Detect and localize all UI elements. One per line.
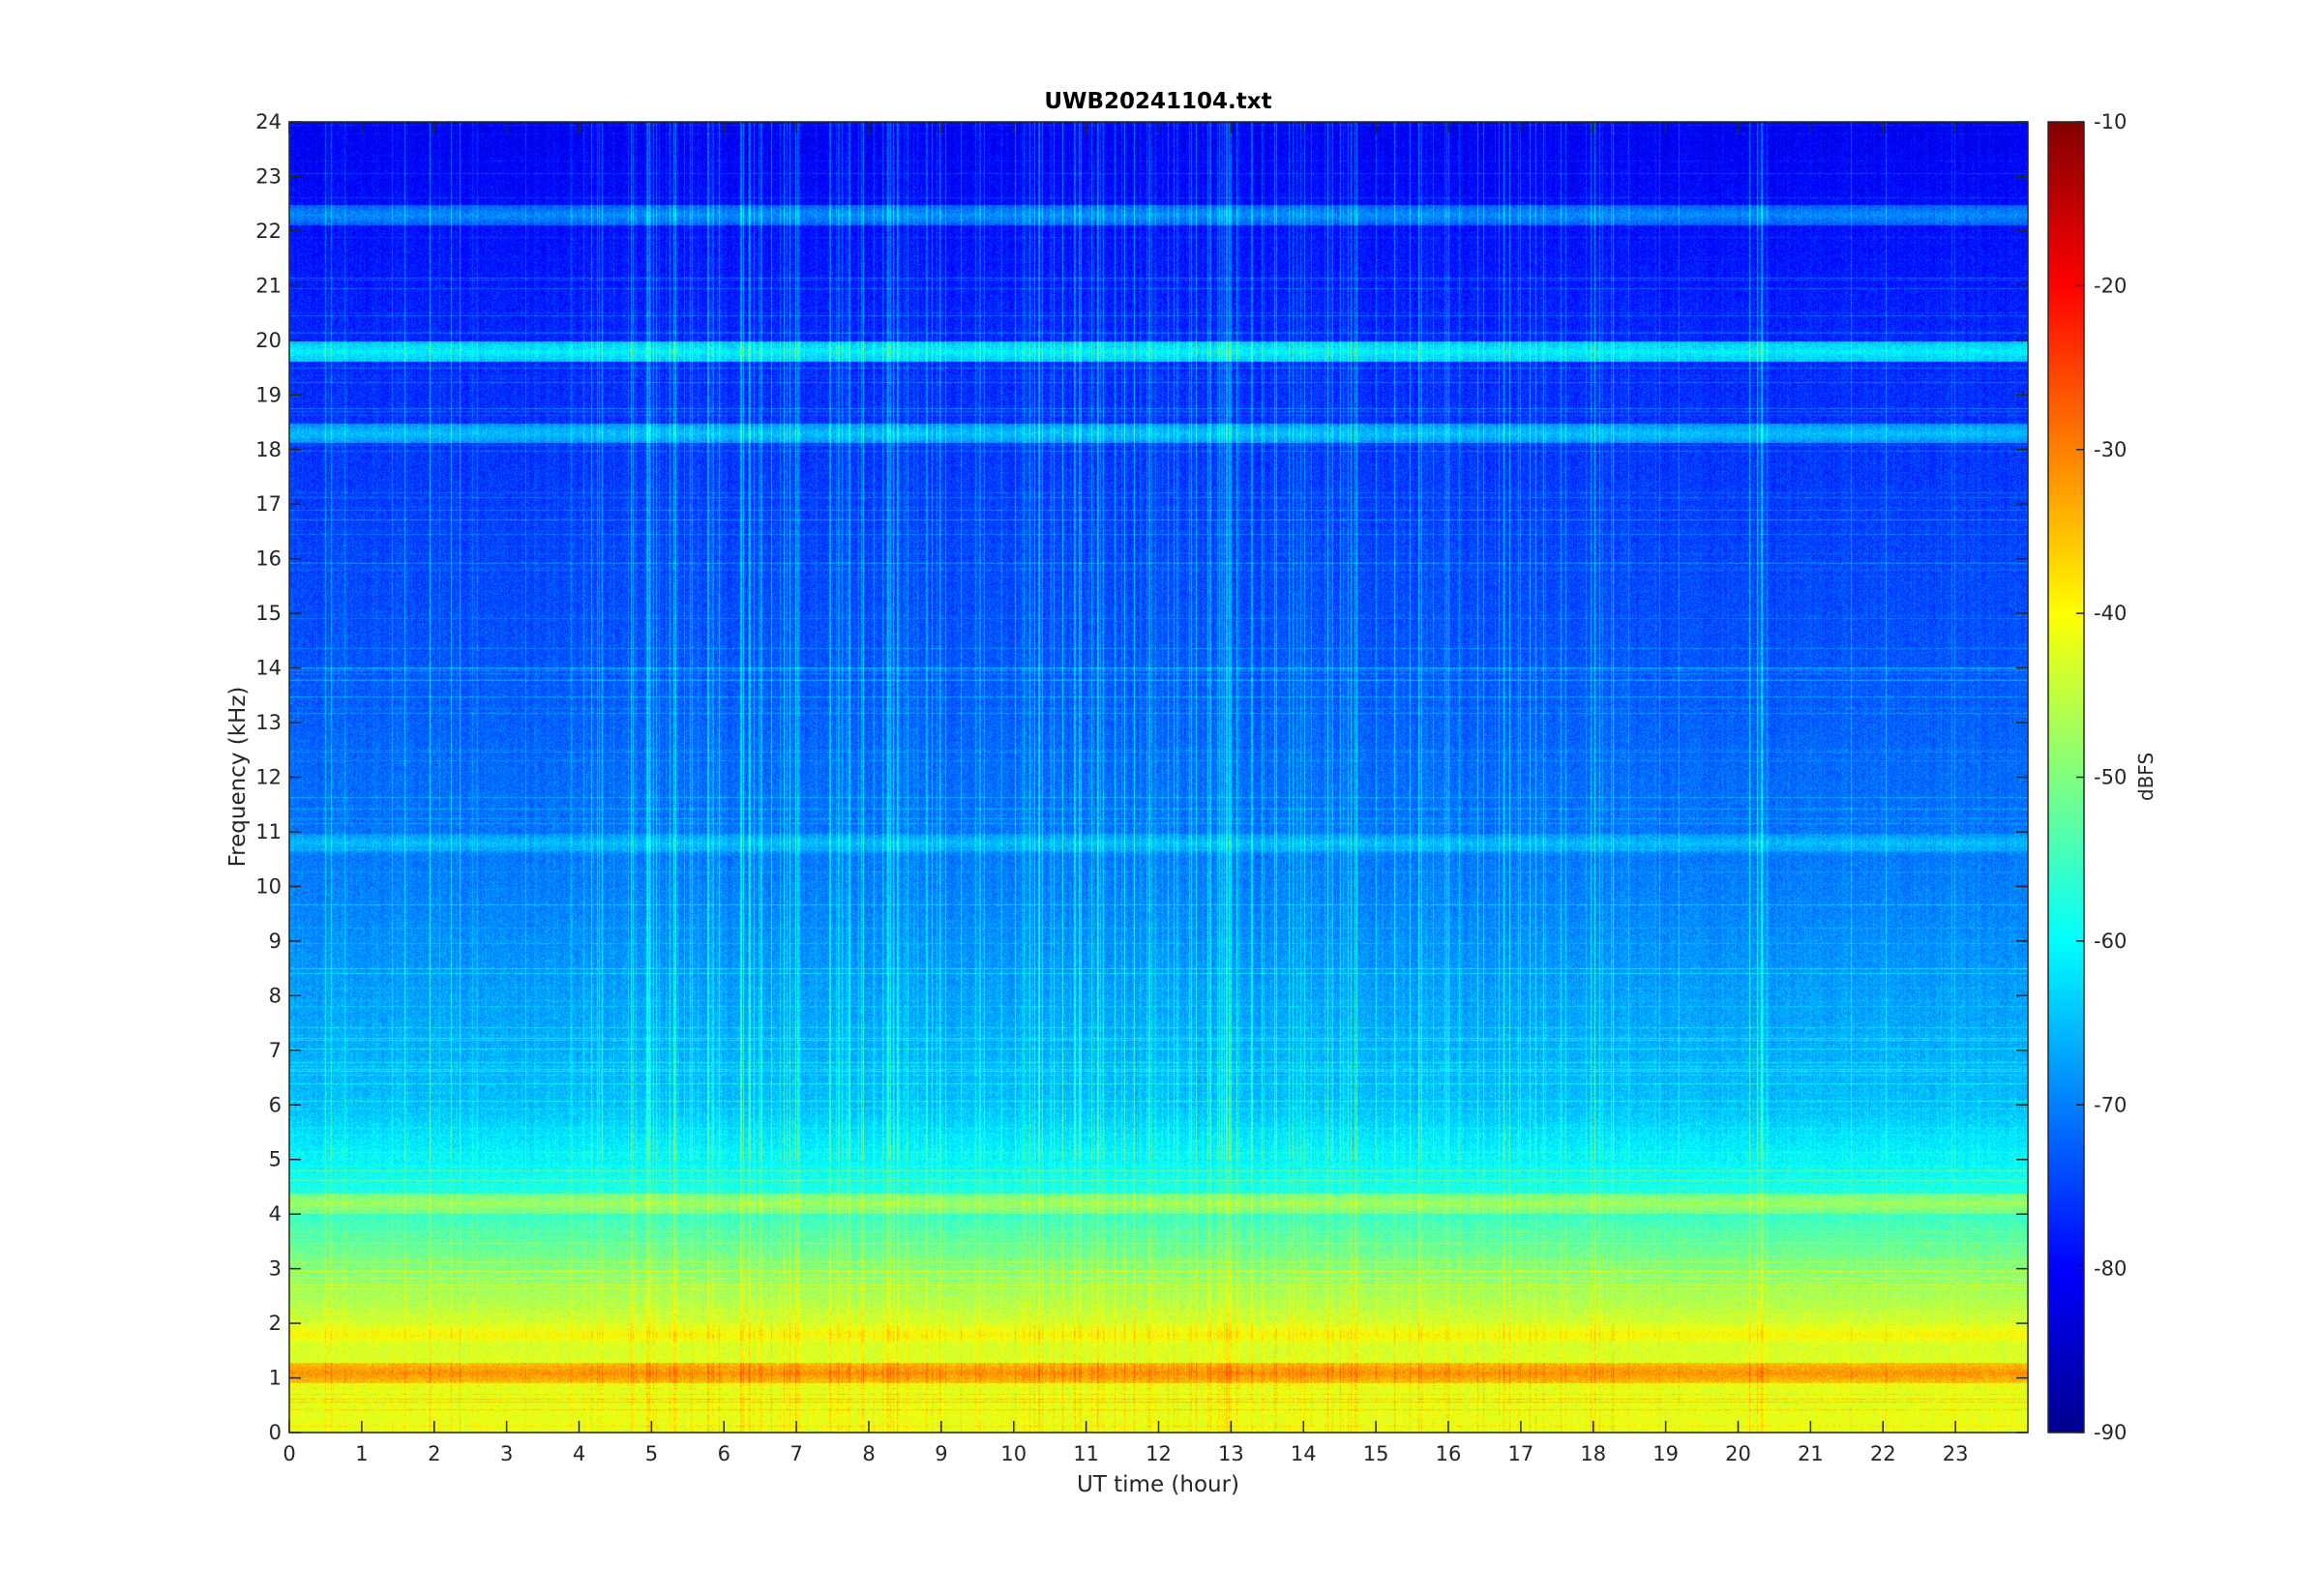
y-tick-label: 2 [269, 1312, 282, 1335]
colorbar-tick-label: -20 [2094, 274, 2127, 297]
y-tick-label: 13 [255, 711, 282, 734]
x-tick-label: 4 [573, 1442, 585, 1465]
y-tick-label: 10 [255, 874, 282, 898]
x-axis: 0 1 2 3 4 5 6 7 8 9 10 11 12 13 14 15 16 17 18 19 20 21 22 23 [283, 122, 1968, 1465]
y-tick-label: 3 [269, 1257, 282, 1281]
y-tick-label: 21 [255, 274, 282, 297]
y-tick-label: 24 [255, 110, 282, 133]
x-tick-label: 8 [862, 1442, 875, 1465]
x-tick-label: 15 [1363, 1442, 1389, 1465]
y-tick-label: 4 [269, 1202, 282, 1226]
y-tick-label: 20 [255, 329, 282, 352]
colorbar-tick-label: -90 [2094, 1421, 2127, 1444]
y-tick-label: 17 [255, 492, 282, 516]
y-tick-label: 15 [255, 602, 282, 625]
x-tick-label: 5 [645, 1442, 658, 1465]
x-tick-label: 12 [1146, 1442, 1172, 1465]
y-tick-label: 1 [269, 1367, 282, 1390]
colorbar-tick-label: -30 [2094, 438, 2127, 461]
colorbar-label: dBFS [2134, 753, 2158, 801]
colorbar-tick-label: -70 [2094, 1093, 2127, 1116]
y-tick-label: 18 [255, 438, 282, 461]
x-tick-label: 20 [1725, 1442, 1751, 1465]
x-tick-label: 0 [283, 1442, 295, 1465]
x-tick-label: 18 [1580, 1442, 1606, 1465]
x-tick-label: 23 [1943, 1442, 1969, 1465]
colorbar-ticks: -90 -80 -70 -60 -50 -40 -30 -20 -10 [2076, 110, 2127, 1444]
colorbar-tick-label: -50 [2094, 766, 2127, 789]
y-tick-label: 7 [269, 1039, 282, 1062]
y-tick-label: 11 [255, 820, 282, 843]
y-tick-label: 0 [269, 1421, 282, 1444]
y-tick-label: 16 [255, 547, 282, 571]
plot-title: UWB20241104.txt [1044, 89, 1271, 114]
spectrogram-raster [289, 122, 2028, 1433]
y-tick-label: 19 [255, 383, 282, 406]
x-tick-label: 19 [1652, 1442, 1679, 1465]
y-axis-label: Frequency (kHz) [225, 687, 251, 868]
x-tick-label: 17 [1508, 1442, 1534, 1465]
colorbar-tick-label: -80 [2094, 1257, 2127, 1281]
x-tick-label: 11 [1073, 1442, 1099, 1465]
colorbar-tick-label: -10 [2094, 110, 2127, 133]
y-tick-label: 8 [269, 984, 282, 1007]
x-tick-label: 13 [1218, 1442, 1244, 1465]
x-tick-label: 1 [355, 1442, 368, 1465]
x-tick-label: 6 [718, 1442, 730, 1465]
y-tick-label: 6 [269, 1093, 282, 1116]
y-tick-label: 9 [269, 930, 282, 953]
x-tick-label: 3 [500, 1442, 513, 1465]
x-tick-label: 14 [1291, 1442, 1317, 1465]
x-tick-label: 7 [789, 1442, 802, 1465]
x-tick-label: 22 [1870, 1442, 1896, 1465]
x-tick-label: 9 [935, 1442, 947, 1465]
y-tick-label: 23 [255, 164, 282, 188]
y-tick-label: 12 [255, 766, 282, 789]
x-tick-label: 21 [1798, 1442, 1824, 1465]
colorbar-tick-label: -60 [2094, 930, 2127, 953]
colorbar-tick-label: -40 [2094, 602, 2127, 625]
x-tick-label: 2 [428, 1442, 440, 1465]
y-tick-label: 5 [269, 1148, 282, 1171]
y-tick-label: 14 [255, 657, 282, 680]
y-tick-label: 22 [255, 220, 282, 243]
colorbar: -90 -80 -70 -60 -50 -40 -30 -20 -10 dBFS [2047, 110, 2158, 1444]
x-tick-label: 10 [1000, 1442, 1027, 1465]
x-tick-label: 16 [1436, 1442, 1462, 1465]
x-axis-label: UT time (hour) [1077, 1472, 1239, 1497]
